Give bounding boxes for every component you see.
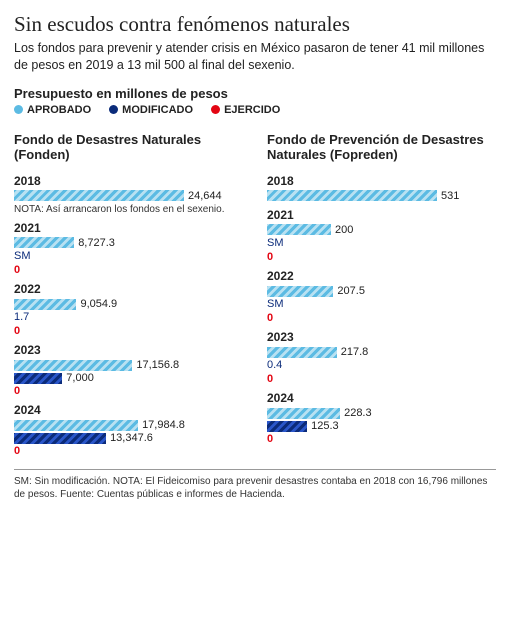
bar-modificado [14,373,62,384]
bar-aprobado [267,224,331,235]
year-label: 2024 [267,391,496,405]
page-subtitle: Los fondos para prevenir y atender crisi… [14,40,496,74]
ejercido-zero: 0 [267,373,496,385]
ejercido-zero: 0 [14,445,243,457]
ejercido-zero: 0 [267,312,496,324]
year-label: 2021 [14,221,243,235]
year-label: 2023 [14,343,243,357]
bar-row-aprobado: 24,644 [14,190,243,202]
footnote: SM: Sin modificación. NOTA: El Fideicomi… [14,469,496,501]
ejercido-zero: 0 [14,264,243,276]
value-label: 9,054.9 [80,298,117,310]
value-label: 7,000 [66,372,94,384]
modificado-text: 0.4 [267,359,496,372]
ejercido-zero: 0 [14,325,243,337]
value-label: 207.5 [337,285,365,297]
legend-item: APROBADO [14,104,91,116]
chart-panel: Fondo de Prevención de Desastres Natural… [267,132,496,457]
value-label: 217.8 [341,346,369,358]
bar-aprobado [14,420,138,431]
bar-row-aprobado: 8,727.3 [14,237,243,249]
legend: APROBADO MODIFICADO EJERCIDO [14,104,496,116]
modificado-text: SM [14,250,243,263]
value-label: 13,347.6 [110,432,153,444]
legend-item: EJERCIDO [211,104,280,116]
bar-row-modificado: 125.3 [267,420,496,432]
legend-dot [211,105,220,114]
bar-aprobado [267,190,437,201]
legend-label: EJERCIDO [224,104,280,116]
ejercido-zero: 0 [267,433,496,445]
bar-row-aprobado: 217.8 [267,346,496,358]
bar-row-modificado: 13,347.6 [14,432,243,444]
year-label: 2018 [14,174,243,188]
year-label: 2024 [14,403,243,417]
bar-modificado [267,421,307,432]
year-label: 2022 [14,282,243,296]
bar-row-aprobado: 17,984.8 [14,419,243,431]
year-note: NOTA: Así arrancaron los fondos en el se… [14,204,243,215]
bar-aprobado [14,360,132,371]
bar-modificado [14,433,106,444]
bar-row-aprobado: 9,054.9 [14,298,243,310]
bar-row-aprobado: 228.3 [267,407,496,419]
legend-item: MODIFICADO [109,104,193,116]
bar-aprobado [267,347,337,358]
bar-row-aprobado: 207.5 [267,285,496,297]
value-label: 125.3 [311,420,339,432]
year-label: 2018 [267,174,496,188]
value-label: 17,984.8 [142,419,185,431]
bar-row-aprobado: 531 [267,190,496,202]
chart-panel: Fondo de Desastres Naturales (Fonden) 201… [14,132,243,457]
legend-title: Presupuesto en millones de pesos [14,86,496,101]
legend-label: APROBADO [27,104,91,116]
bar-aprobado [14,190,184,201]
bar-row-aprobado: 17,156.8 [14,359,243,371]
legend-dot [14,105,23,114]
panel-title: Fondo de Prevención de Desastres Natural… [267,132,496,164]
value-label: 200 [335,224,353,236]
modificado-text: 1.7 [14,311,243,324]
ejercido-zero: 0 [267,251,496,263]
modificado-text: SM [267,298,496,311]
bar-aprobado [14,237,74,248]
bar-aprobado [267,286,333,297]
value-label: 531 [441,190,459,202]
value-label: 17,156.8 [136,359,179,371]
year-label: 2022 [267,269,496,283]
ejercido-zero: 0 [14,385,243,397]
year-label: 2021 [267,208,496,222]
bar-row-modificado: 7,000 [14,372,243,384]
legend-label: MODIFICADO [122,104,193,116]
page-title: Sin escudos contra fenómenos naturales [14,12,496,36]
modificado-text: SM [267,237,496,250]
bar-aprobado [267,408,340,419]
value-label: 8,727.3 [78,237,115,249]
panel-title: Fondo de Desastres Naturales (Fonden) [14,132,243,164]
bar-aprobado [14,299,76,310]
legend-dot [109,105,118,114]
year-label: 2023 [267,330,496,344]
chart-panels: Fondo de Desastres Naturales (Fonden) 201… [14,132,496,457]
value-label: 24,644 [188,190,222,202]
value-label: 228.3 [344,407,372,419]
bar-row-aprobado: 200 [267,224,496,236]
